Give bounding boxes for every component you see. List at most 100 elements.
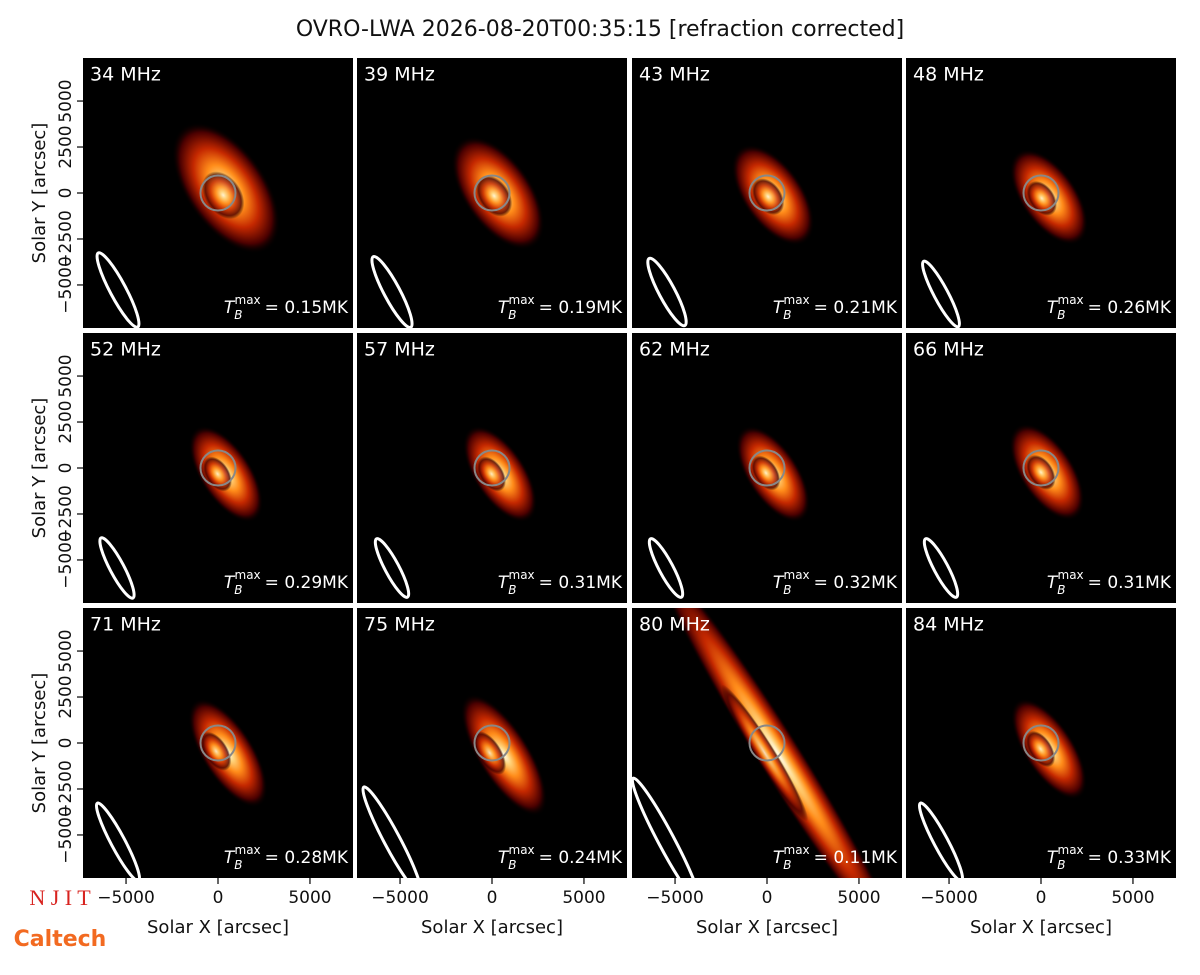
frequency-label: 48 MHz: [913, 64, 984, 86]
tb-value: = 0.26MK: [1088, 298, 1172, 318]
tb-value: = 0.28MK: [265, 848, 349, 868]
solar-disk: [1022, 724, 1060, 762]
beam: [95, 251, 141, 328]
emission-core: [1026, 180, 1057, 216]
tb-value: = 0.21MK: [814, 298, 898, 318]
logo-caltech: Caltech: [14, 927, 107, 952]
tb-symbol: T: [1047, 298, 1059, 318]
tb-value: = 0.19MK: [539, 298, 623, 318]
solar-disk: [748, 724, 786, 762]
tb-max-label: TBmax = 0.31MK: [498, 568, 623, 597]
x-axis-label: Solar X [arcsec]: [970, 917, 1112, 938]
tb-sub: B: [783, 583, 791, 597]
tb-symbol: T: [224, 848, 236, 868]
solar-disk: [199, 174, 237, 212]
tb-max-label: TBmax = 0.33MK: [1047, 843, 1172, 872]
y-tick-label: 2500: [56, 400, 76, 443]
tb-value: = 0.33MK: [1088, 848, 1172, 868]
solar-disk: [473, 449, 511, 487]
tb-sub: B: [508, 583, 516, 597]
beam: [632, 776, 702, 878]
tb-symbol: T: [498, 848, 510, 868]
emission-core: [200, 731, 232, 771]
solar-disk: [748, 449, 786, 487]
tb-sub: B: [1057, 583, 1065, 597]
tb-value: = 0.31MK: [539, 573, 623, 593]
x-tick-label: −5000: [920, 888, 978, 908]
y-axis-label: Solar Y [arcsec]: [29, 673, 50, 814]
panel: 71 MHz TBmax = 0.28MK: [83, 608, 353, 878]
tb-value: = 0.11MK: [814, 848, 898, 868]
tb-sub: B: [1057, 858, 1065, 872]
tb-sup: max: [1058, 293, 1084, 307]
y-axis-label: Solar Y [arcsec]: [29, 398, 50, 539]
emission-core: [203, 456, 232, 492]
tb-max-label: TBmax = 0.19MK: [498, 293, 623, 322]
panel: 62 MHz TBmax = 0.32MK: [632, 333, 902, 603]
tb-max-label: TBmax = 0.32MK: [773, 568, 898, 597]
y-tick-label: −2500: [56, 485, 76, 543]
beam: [361, 785, 423, 878]
tb-sup: max: [784, 293, 810, 307]
tb-sup: max: [509, 843, 535, 857]
emission-core: [202, 171, 245, 220]
tb-sub: B: [783, 858, 791, 872]
tb-max-label: TBmax = 0.21MK: [773, 293, 898, 322]
x-axis-label: Solar X [arcsec]: [421, 917, 563, 938]
y-tick-label: 5000: [56, 79, 76, 122]
tb-sub: B: [508, 308, 516, 322]
beam: [647, 537, 685, 599]
tb-symbol: T: [1047, 573, 1059, 593]
emission-core: [477, 456, 506, 492]
solar-disk: [748, 174, 786, 212]
beam: [94, 801, 142, 878]
panel: 34 MHz TBmax = 0.15MK: [83, 58, 353, 328]
y-tick-label: −5000: [56, 531, 76, 589]
beam: [373, 537, 411, 599]
panel: 75 MHz TBmax = 0.24MK: [357, 608, 627, 878]
tb-sup: max: [1058, 843, 1084, 857]
tb-sub: B: [234, 583, 242, 597]
x-tick-label: −5000: [646, 888, 704, 908]
x-tick-label: 0: [213, 888, 224, 908]
tb-symbol: T: [224, 573, 236, 593]
emission-core: [752, 178, 785, 215]
tb-symbol: T: [498, 298, 510, 318]
frequency-label: 43 MHz: [639, 64, 710, 86]
tb-value: = 0.24MK: [539, 848, 623, 868]
tb-symbol: T: [773, 298, 785, 318]
emission-core: [751, 455, 781, 491]
frequency-label: 57 MHz: [364, 339, 435, 361]
panel: 84 MHz TBmax = 0.33MK: [906, 608, 1176, 878]
x-tick-label: −5000: [371, 888, 429, 908]
tb-max-label: TBmax = 0.31MK: [1047, 568, 1172, 597]
tb-max-label: TBmax = 0.28MK: [224, 843, 349, 872]
x-tick-label: 5000: [837, 888, 880, 908]
solar-disk: [1022, 174, 1060, 212]
panel: 39 MHz TBmax = 0.19MK: [357, 58, 627, 328]
tb-max-label: TBmax = 0.26MK: [1047, 293, 1172, 322]
tb-symbol: T: [773, 573, 785, 593]
x-axis-label: Solar X [arcsec]: [147, 917, 289, 938]
tb-sup: max: [235, 293, 261, 307]
emission-core: [721, 684, 809, 822]
tb-sub: B: [783, 308, 791, 322]
x-tick-label: 5000: [288, 888, 331, 908]
frequency-label: 52 MHz: [90, 339, 161, 361]
solar-disk: [199, 724, 237, 762]
beam: [917, 801, 965, 878]
panel: 57 MHz TBmax = 0.31MK: [357, 333, 627, 603]
tb-max-label: TBmax = 0.24MK: [498, 843, 623, 872]
solar-disk: [1022, 449, 1060, 487]
tb-symbol: T: [224, 298, 236, 318]
emission-core: [1026, 454, 1056, 490]
beam: [646, 256, 688, 328]
frequency-label: 62 MHz: [639, 339, 710, 361]
figure-title: OVRO-LWA 2026-08-20T00:35:15 [refraction…: [296, 17, 904, 42]
panel: 52 MHz TBmax = 0.29MK: [83, 333, 353, 603]
y-tick-label: 5000: [56, 354, 76, 397]
tb-max-label: TBmax = 0.15MK: [224, 293, 349, 322]
tb-max-label: TBmax = 0.29MK: [224, 568, 349, 597]
